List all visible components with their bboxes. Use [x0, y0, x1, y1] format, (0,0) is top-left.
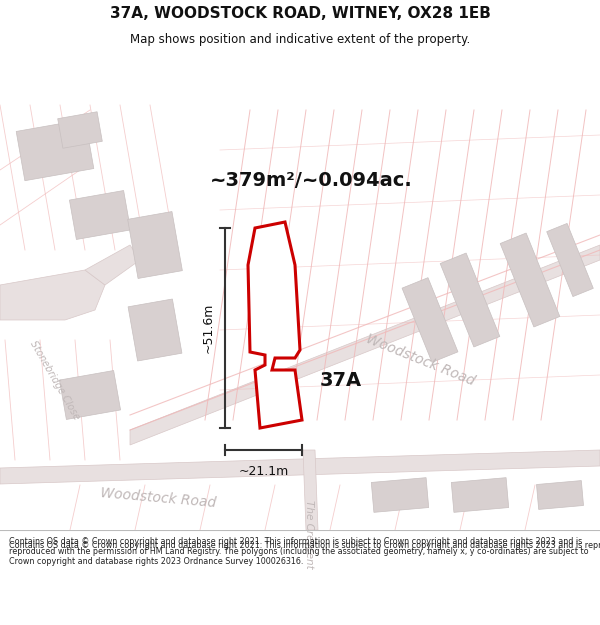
Polygon shape — [0, 270, 105, 320]
Polygon shape — [59, 371, 121, 419]
Polygon shape — [451, 478, 509, 512]
Polygon shape — [130, 245, 600, 445]
Polygon shape — [440, 253, 500, 347]
Text: Stonebridge Close: Stonebridge Close — [28, 339, 82, 421]
Text: 37A, WOODSTOCK ROAD, WITNEY, OX28 1EB: 37A, WOODSTOCK ROAD, WITNEY, OX28 1EB — [110, 6, 490, 21]
Polygon shape — [402, 278, 458, 362]
Polygon shape — [500, 233, 560, 327]
Text: The Crescent: The Crescent — [304, 500, 314, 569]
Polygon shape — [128, 299, 182, 361]
Polygon shape — [547, 223, 593, 297]
Polygon shape — [70, 191, 131, 239]
Text: ~21.1m: ~21.1m — [238, 465, 289, 478]
Polygon shape — [248, 222, 302, 428]
Polygon shape — [371, 478, 429, 512]
Text: ~379m²/~0.094ac.: ~379m²/~0.094ac. — [210, 171, 413, 189]
Polygon shape — [85, 245, 140, 285]
Text: Map shows position and indicative extent of the property.: Map shows position and indicative extent… — [130, 32, 470, 46]
Text: ~51.6m: ~51.6m — [202, 302, 215, 353]
Polygon shape — [536, 481, 584, 509]
Polygon shape — [128, 211, 182, 279]
Text: Woodstock Road: Woodstock Road — [100, 486, 217, 510]
Text: Contains OS data © Crown copyright and database right 2021. This information is : Contains OS data © Crown copyright and d… — [9, 537, 589, 566]
Polygon shape — [303, 450, 318, 530]
Text: Woodstock Road: Woodstock Road — [364, 332, 476, 388]
Polygon shape — [16, 119, 94, 181]
Polygon shape — [58, 112, 103, 148]
Text: 37A: 37A — [320, 371, 362, 389]
Polygon shape — [0, 450, 600, 484]
Text: Contains OS data © Crown copyright and database right 2021. This information is : Contains OS data © Crown copyright and d… — [9, 541, 600, 551]
